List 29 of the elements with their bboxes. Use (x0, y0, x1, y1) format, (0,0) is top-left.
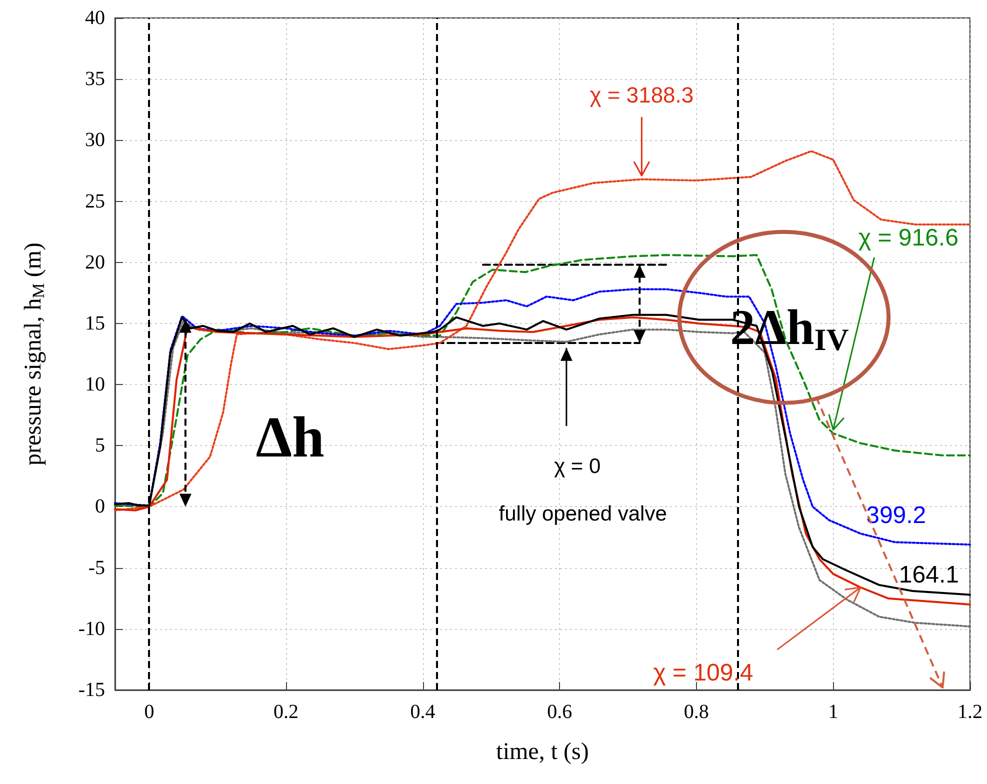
y-tick-label: 35 (85, 68, 105, 90)
x-tick-label: 1.2 (958, 701, 982, 723)
annotation: χ = 916.6 (858, 224, 958, 252)
y-tick-label: 20 (85, 251, 105, 274)
x-tick-label: 0.4 (410, 701, 436, 723)
annotation: χ = 3188.3 (590, 82, 694, 108)
annotation: Δh (256, 404, 324, 470)
x-tick-label: 0 (144, 701, 154, 723)
y-tick-label: 5 (95, 434, 105, 457)
y-tick-label: -10 (78, 618, 105, 640)
x-tick-label: 0.8 (684, 701, 709, 723)
y-tick-label: 40 (85, 7, 105, 29)
y-tick-label: -5 (88, 556, 105, 579)
x-tick-label: 0.6 (547, 701, 572, 723)
y-tick-label: 30 (85, 129, 105, 152)
annotation: 399.2 (866, 502, 926, 529)
annotation: fully opened valve (498, 502, 667, 526)
y-tick-label: -15 (78, 679, 105, 701)
x-axis-title: time, t (s) (496, 739, 589, 765)
x-tick-label: 1 (828, 701, 838, 723)
annotation: χ = 0 (554, 454, 601, 478)
annotation: χ = 109.4 (653, 659, 754, 686)
y-axis-title: pressure signal, hM (m) (20, 242, 48, 466)
y-tick-label: 10 (85, 374, 105, 396)
y-tick-label: 25 (85, 190, 105, 212)
y-tick-label: 0 (95, 496, 105, 518)
x-tick-label: 0.2 (274, 701, 298, 723)
y-tick-label: 15 (85, 312, 105, 334)
annotation: 164.1 (898, 562, 959, 589)
